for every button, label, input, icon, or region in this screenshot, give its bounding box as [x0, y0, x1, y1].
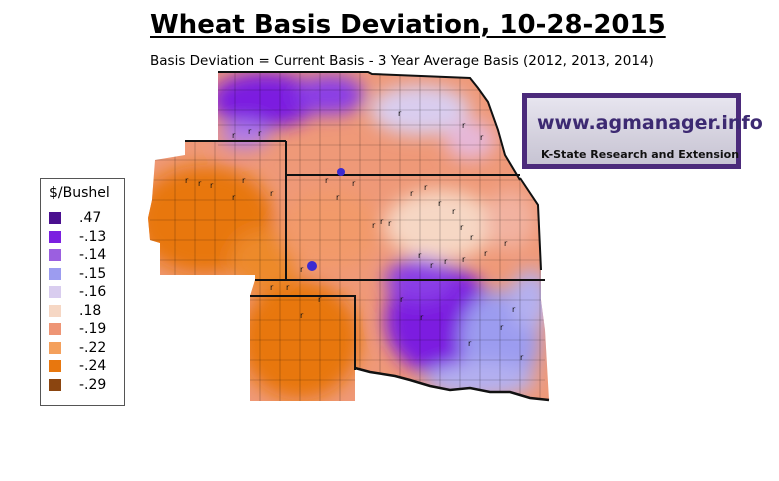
legend-item: -.15	[49, 265, 106, 284]
svg-text:r: r	[480, 133, 484, 142]
svg-text:r: r	[398, 109, 402, 118]
logo-url: www.agmanager.info	[537, 112, 763, 134]
legend-item: -.13	[49, 228, 106, 247]
svg-text:r: r	[300, 265, 304, 274]
legend-label: -.16	[79, 284, 107, 301]
svg-text:r: r	[232, 131, 236, 140]
svg-text:r: r	[258, 129, 262, 138]
svg-text:r: r	[452, 207, 456, 216]
legend-label: .47	[79, 210, 102, 227]
svg-text:r: r	[352, 179, 356, 188]
legend-item: -.14	[49, 246, 106, 265]
svg-text:r: r	[418, 251, 422, 260]
svg-text:r: r	[484, 249, 488, 258]
legend-title: $/Bushel	[49, 185, 110, 201]
legend-swatch	[49, 286, 61, 299]
legend-item: -.19	[49, 320, 106, 339]
state-boundaries	[185, 71, 550, 402]
svg-text:r: r	[424, 183, 428, 192]
svg-text:r: r	[462, 255, 466, 264]
legend-label: -.14	[79, 247, 107, 264]
basis-surface	[148, 72, 549, 401]
svg-text:r: r	[372, 221, 376, 230]
svg-text:r: r	[460, 223, 464, 232]
legend-item: -.22	[49, 339, 106, 358]
svg-text:r: r	[512, 305, 516, 314]
svg-text:r: r	[210, 181, 214, 190]
svg-text:r: r	[420, 313, 424, 322]
svg-text:r: r	[336, 193, 340, 202]
legend-item: -.29	[49, 376, 106, 395]
legend-label: -.22	[79, 339, 107, 356]
legend-label: -.13	[79, 228, 107, 245]
legend-swatch	[49, 230, 61, 243]
legend-label: .18	[79, 302, 102, 319]
svg-text:r: r	[185, 176, 189, 185]
svg-text:r: r	[248, 127, 252, 136]
location-dot	[337, 168, 345, 176]
legend-swatch	[49, 304, 61, 317]
svg-text:r: r	[410, 189, 414, 198]
legend-item: .18	[49, 302, 106, 321]
legend-label: -.19	[79, 321, 107, 338]
agmanager-logo[interactable]: www.agmanager.info K-State Research and …	[522, 93, 763, 169]
legend-swatch	[49, 341, 61, 354]
svg-text:r: r	[462, 121, 466, 130]
svg-text:r: r	[242, 176, 246, 185]
legend-label: -.24	[79, 358, 107, 375]
svg-text:r: r	[500, 323, 504, 332]
legend-item: -.24	[49, 357, 106, 376]
svg-text:r: r	[270, 283, 274, 292]
legend-label: -.15	[79, 265, 107, 282]
location-dot	[307, 261, 317, 271]
logo-org: K-State Research and Extension	[541, 148, 740, 161]
svg-text:r: r	[520, 353, 524, 362]
svg-text:r: r	[430, 261, 434, 270]
legend-item: -.16	[49, 283, 106, 302]
legend-swatch	[49, 360, 61, 373]
page-subtitle: Basis Deviation = Current Basis - 3 Year…	[150, 53, 654, 69]
legend-swatch	[49, 212, 61, 225]
page-title: Wheat Basis Deviation, 10-28-2015	[150, 10, 666, 40]
svg-text:r: r	[444, 257, 448, 266]
legend-swatch	[49, 267, 61, 280]
svg-text:r: r	[300, 311, 304, 320]
legend-swatch	[49, 249, 61, 262]
svg-text:r: r	[270, 189, 274, 198]
svg-text:r: r	[380, 217, 384, 226]
svg-text:r: r	[400, 295, 404, 304]
legend-items: .47 -.13 -.14 -.15 -.16 .18	[49, 209, 106, 394]
svg-text:r: r	[504, 239, 508, 248]
legend-swatch	[49, 323, 61, 336]
legend-item: .47	[49, 209, 106, 228]
svg-text:r: r	[286, 283, 290, 292]
svg-text:r: r	[470, 233, 474, 242]
svg-text:r: r	[325, 176, 329, 185]
svg-text:r: r	[388, 219, 392, 228]
svg-text:r: r	[468, 339, 472, 348]
legend-swatch	[49, 378, 61, 391]
map-legend: $/Bushel .47 -.13 -.14 -.15 -.16	[40, 178, 125, 406]
legend-label: -.29	[79, 376, 107, 393]
svg-text:r: r	[232, 193, 236, 202]
svg-text:r: r	[318, 295, 322, 304]
svg-text:r: r	[198, 179, 202, 188]
svg-text:r: r	[438, 199, 442, 208]
